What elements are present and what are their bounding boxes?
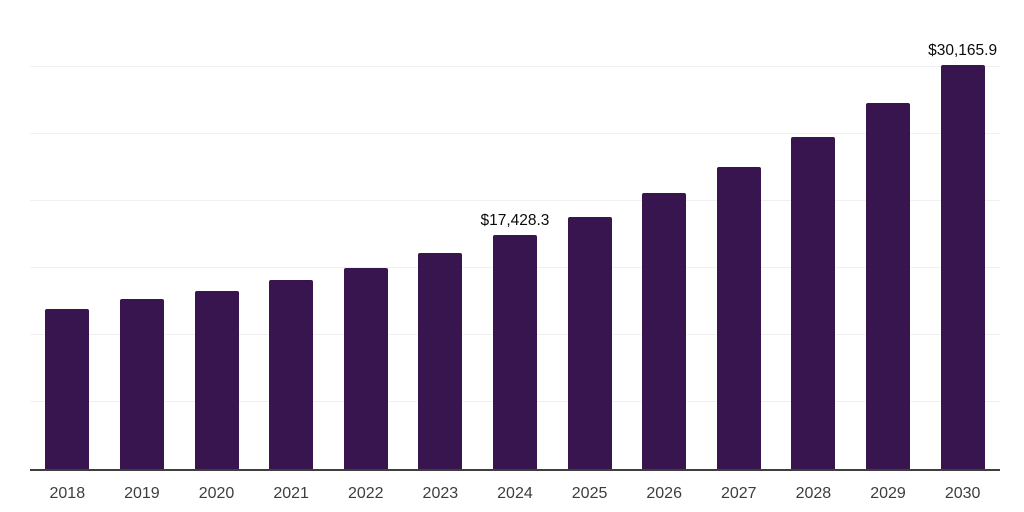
plot-area: $17,428.3 $30,165.9 <box>30 0 1000 471</box>
bar-column-2025 <box>552 0 627 469</box>
bar-column-2026 <box>627 0 702 469</box>
bar-2029 <box>866 102 910 469</box>
bar-column-2018 <box>30 0 105 469</box>
bar-2020 <box>194 290 239 469</box>
bar-2028 <box>791 136 836 469</box>
x-tick-label-2026: 2026 <box>646 485 682 502</box>
bar-column-2020 <box>179 0 254 469</box>
gridline-25000 <box>30 133 1000 134</box>
bar-2021 <box>269 279 314 469</box>
x-tick-label-2029: 2029 <box>870 485 906 502</box>
bar-2027 <box>716 166 761 469</box>
x-axis-labels: 2018 2019 2020 2021 2022 2023 2024 2025 2026 2027… <box>30 471 1000 503</box>
x-tick-label-2030: 2030 <box>944 485 981 502</box>
bar-column-2027 <box>701 0 776 469</box>
bar-2024 <box>492 235 537 469</box>
data-label-2030: $30,165.9 <box>928 41 998 59</box>
x-tick-label-2028: 2028 <box>795 485 832 502</box>
bar-column-2029 <box>851 0 926 469</box>
bar-2026 <box>642 192 687 469</box>
x-tick-label-2024: 2024 <box>497 485 533 502</box>
x-tick-label-2027: 2027 <box>720 485 757 502</box>
data-label-2024: $17,428.3 <box>480 212 550 230</box>
x-tick-label-2018: 2018 <box>49 485 86 502</box>
bar-column-2024: $17,428.3 <box>478 0 553 469</box>
x-tick-label-2023: 2023 <box>422 485 459 502</box>
gridline-20000 <box>30 200 1000 201</box>
x-tick-label-2021: 2021 <box>273 485 309 502</box>
bar-column-2019 <box>105 0 180 469</box>
bar-2030 <box>940 64 985 469</box>
bar-column-2023 <box>403 0 478 469</box>
x-tick-label-2019: 2019 <box>124 485 160 502</box>
bar-2018 <box>45 308 90 469</box>
bar-column-2030: $30,165.9 <box>925 0 1000 469</box>
bar-column-2022 <box>328 0 403 469</box>
bar-column-2028 <box>776 0 851 469</box>
bar-2025 <box>567 216 612 469</box>
x-tick-label-2025: 2025 <box>571 485 608 502</box>
bar-2022 <box>343 267 388 469</box>
bar-column-2021 <box>254 0 329 469</box>
bar-2023 <box>418 252 463 469</box>
bar-2019 <box>119 298 164 469</box>
bars-container: $17,428.3 $30,165.9 <box>30 0 1000 469</box>
x-tick-label-2020: 2020 <box>198 485 235 502</box>
x-tick-label-2022: 2022 <box>347 485 384 502</box>
gridline-30000 <box>30 66 1000 67</box>
